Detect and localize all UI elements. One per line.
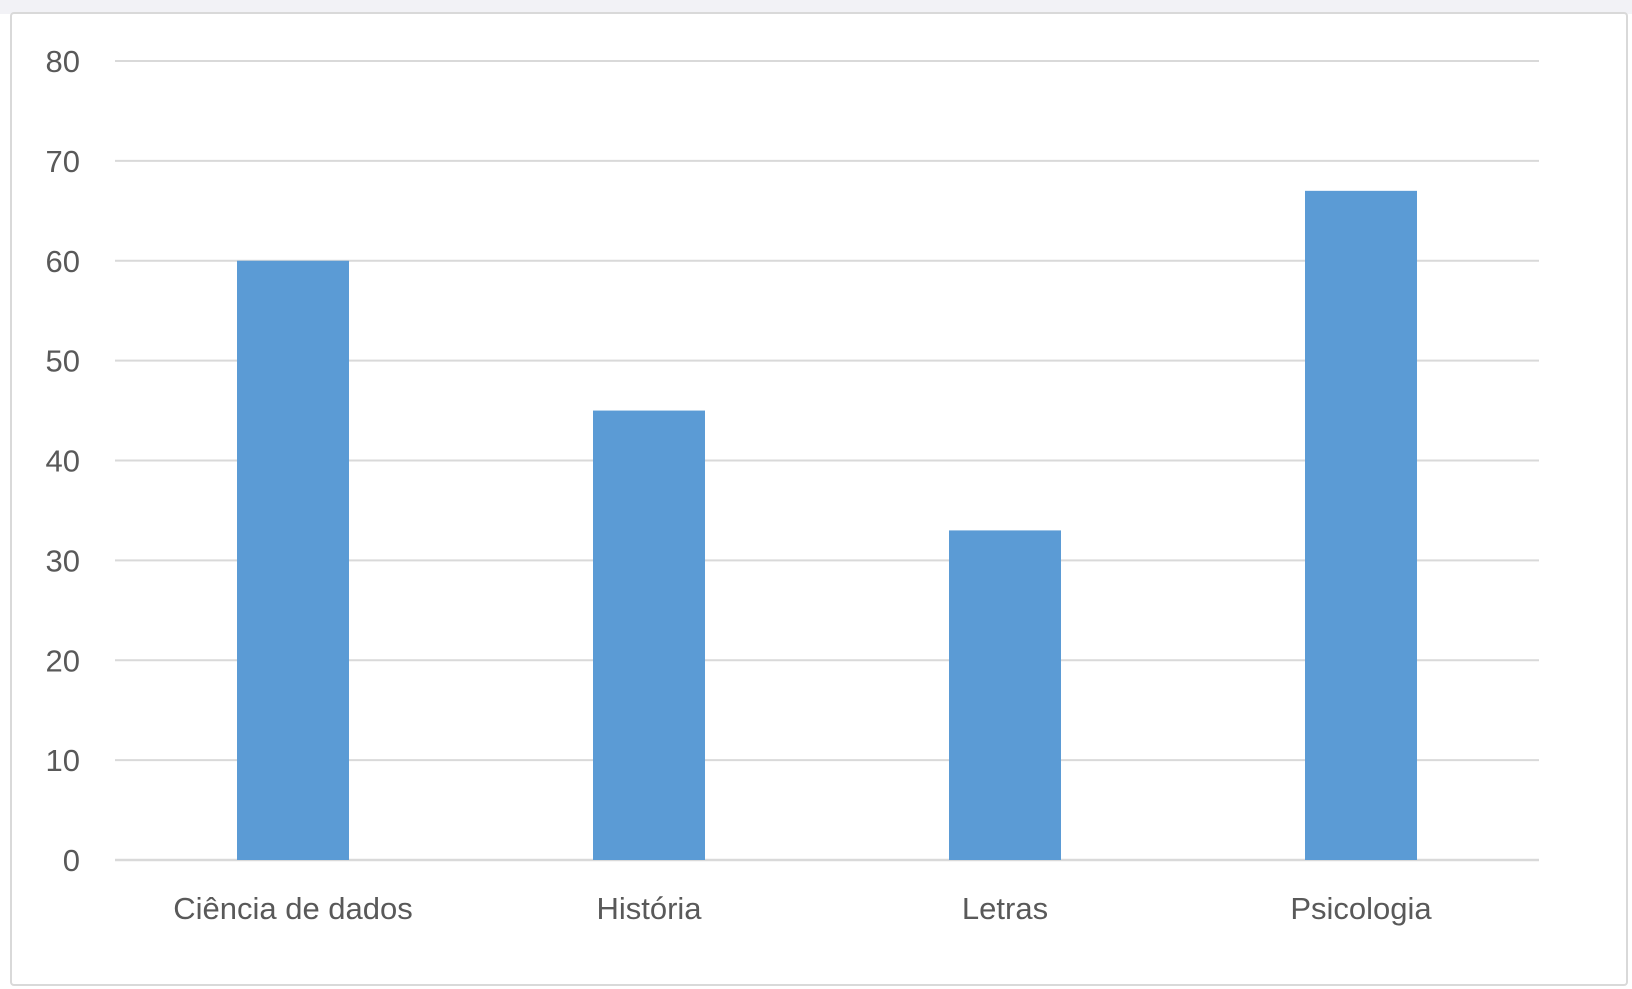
x-tick-label: Ciência de dados	[173, 891, 413, 926]
x-axis-ticks: Ciência de dados História Letras Psicologia	[173, 891, 1432, 926]
bar	[1305, 190, 1417, 860]
y-tick-label: 80	[46, 44, 80, 79]
y-tick-label: 10	[46, 743, 80, 778]
y-tick-label: 60	[46, 244, 80, 279]
chart-area: 0 10 20 30 40 50 60 70 80 Ciência de dados Histór…	[10, 12, 1628, 986]
y-tick-label: 30	[46, 543, 80, 578]
bar-chart: 0 10 20 30 40 50 60 70 80 Ciência de dados Histór…	[46, 44, 1539, 926]
y-tick-label: 20	[46, 643, 80, 678]
bar	[949, 530, 1061, 860]
top-band	[0, 0, 1632, 14]
y-tick-label: 70	[46, 144, 80, 179]
x-tick-label: História	[596, 891, 702, 926]
bar	[593, 410, 705, 860]
y-tick-label: 50	[46, 344, 80, 379]
y-axis-ticks: 0 10 20 30 40 50 60 70 80	[46, 44, 80, 878]
bar	[237, 260, 349, 860]
y-tick-label: 0	[63, 843, 80, 878]
y-tick-label: 40	[46, 444, 80, 479]
bars	[237, 190, 1417, 860]
x-tick-label: Psicologia	[1290, 891, 1432, 926]
gridlines	[115, 60, 1539, 862]
x-tick-label: Letras	[962, 891, 1048, 926]
